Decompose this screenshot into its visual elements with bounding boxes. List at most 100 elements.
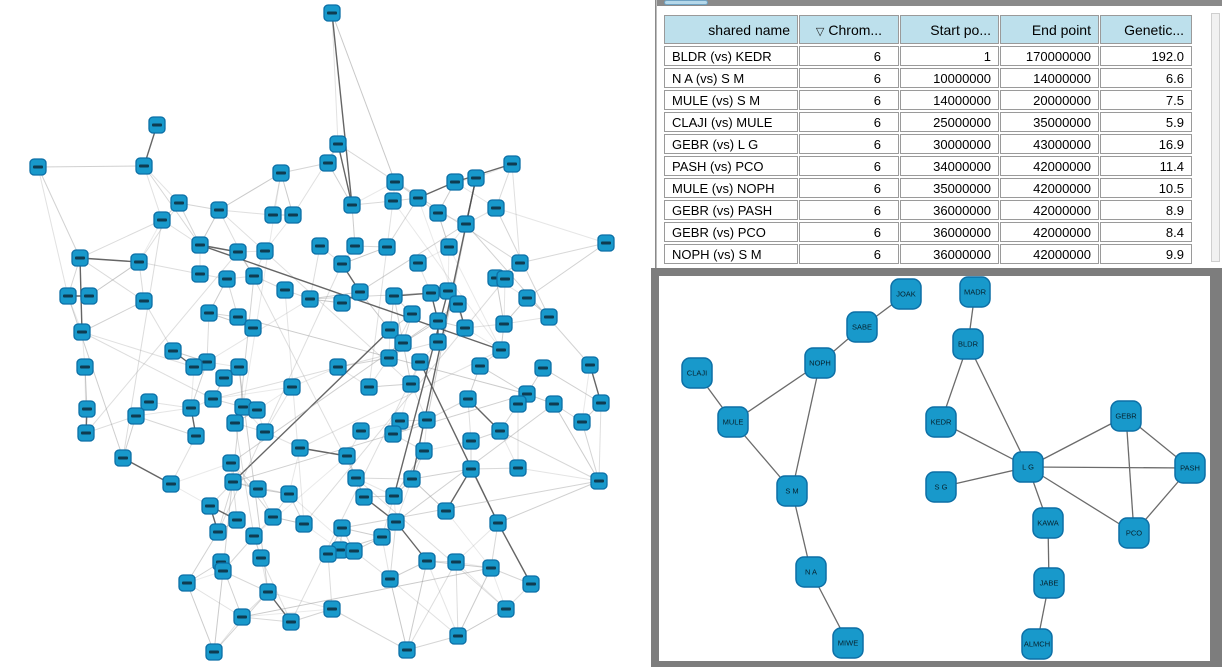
network-node[interactable] <box>249 480 267 498</box>
network-node[interactable] <box>127 407 145 425</box>
network-node[interactable] <box>29 158 47 176</box>
node-kedr[interactable]: KEDR <box>925 406 957 438</box>
edge-l-g-pash[interactable] <box>1027 466 1191 469</box>
network-node[interactable] <box>590 472 608 490</box>
table-row[interactable]: GEBR (vs) PASH 6 36000000 42000000 8.9 <box>664 200 1192 220</box>
network-node[interactable] <box>459 390 477 408</box>
network-node[interactable] <box>187 427 205 445</box>
table-row[interactable]: MULE (vs) S M 6 14000000 20000000 7.5 <box>664 90 1192 110</box>
network-node[interactable] <box>343 196 361 214</box>
network-node[interactable] <box>422 284 440 302</box>
network-node[interactable] <box>178 574 196 592</box>
network-node[interactable] <box>323 600 341 618</box>
network-node[interactable] <box>447 553 465 571</box>
network-node[interactable] <box>230 358 248 376</box>
network-node[interactable] <box>384 425 402 443</box>
network-node[interactable] <box>381 570 399 588</box>
table-scrollbar-track[interactable] <box>657 0 1222 6</box>
network-node[interactable] <box>495 315 513 333</box>
network-node[interactable] <box>411 353 429 371</box>
table-row[interactable]: N A (vs) S M 6 10000000 14000000 6.6 <box>664 68 1192 88</box>
network-node[interactable] <box>319 545 337 563</box>
network-node[interactable] <box>291 439 309 457</box>
network-node[interactable] <box>482 559 500 577</box>
network-node[interactable] <box>492 341 510 359</box>
node-pco[interactable]: PCO <box>1118 517 1150 549</box>
node-claji[interactable]: CLAJI <box>681 357 713 389</box>
network-node[interactable] <box>338 447 356 465</box>
node-almch[interactable]: ALMCH <box>1021 628 1053 660</box>
network-node[interactable] <box>77 424 95 442</box>
network-node[interactable] <box>540 308 558 326</box>
network-node[interactable] <box>73 323 91 341</box>
network-node[interactable] <box>264 508 282 526</box>
table-row[interactable]: CLAJI (vs) MULE 6 25000000 35000000 5.9 <box>664 112 1192 132</box>
network-node[interactable] <box>333 519 351 537</box>
network-node[interactable] <box>352 422 370 440</box>
network-node[interactable] <box>205 643 223 661</box>
network-node[interactable] <box>437 502 455 520</box>
network-node[interactable] <box>509 395 527 413</box>
network-node[interactable] <box>497 600 515 618</box>
network-node[interactable] <box>264 206 282 224</box>
col-header-chrom[interactable]: ▽ Chrom... <box>799 15 899 44</box>
network-node[interactable] <box>429 312 447 330</box>
network-node[interactable] <box>148 116 166 134</box>
network-node[interactable] <box>234 398 252 416</box>
network-node[interactable] <box>592 394 610 412</box>
network-node[interactable] <box>283 378 301 396</box>
network-node[interactable] <box>467 169 485 187</box>
network-node[interactable] <box>114 449 132 467</box>
col-header-shared-name[interactable]: shared name <box>664 15 798 44</box>
network-node[interactable] <box>224 473 242 491</box>
network-node[interactable] <box>209 523 227 541</box>
network-node[interactable] <box>78 400 96 418</box>
network-node[interactable] <box>228 511 246 529</box>
network-node[interactable] <box>385 487 403 505</box>
table-row[interactable]: NOPH (vs) S M 6 36000000 42000000 9.9 <box>664 244 1192 264</box>
network-node[interactable] <box>164 342 182 360</box>
network-node[interactable] <box>509 459 527 477</box>
network-node[interactable] <box>256 242 274 260</box>
network-node[interactable] <box>170 194 188 212</box>
table-row[interactable]: GEBR (vs) PCO 6 36000000 42000000 8.4 <box>664 222 1192 242</box>
node-mule[interactable]: MULE <box>717 406 749 438</box>
network-node[interactable] <box>487 199 505 217</box>
network-node[interactable] <box>333 255 351 273</box>
network-node[interactable] <box>329 135 347 153</box>
network-node[interactable] <box>409 189 427 207</box>
network-node[interactable] <box>518 289 536 307</box>
col-header-end-point[interactable]: End point <box>1000 15 1099 44</box>
node-pash[interactable]: PASH <box>1174 452 1206 484</box>
network-node[interactable] <box>218 270 236 288</box>
network-node[interactable] <box>214 562 232 580</box>
table-right-scrollbar-track[interactable] <box>1211 13 1220 262</box>
network-node[interactable] <box>446 173 464 191</box>
network-node[interactable] <box>284 206 302 224</box>
network-node[interactable] <box>229 308 247 326</box>
network-node[interactable] <box>462 460 480 478</box>
node-l-g[interactable]: L G <box>1012 451 1044 483</box>
node-miwe[interactable]: MIWE <box>832 627 864 659</box>
network-node[interactable] <box>162 475 180 493</box>
node-s-g[interactable]: S G <box>925 471 957 503</box>
network-node[interactable] <box>319 154 337 172</box>
network-node[interactable] <box>226 414 244 432</box>
network-node[interactable] <box>355 488 373 506</box>
network-node[interactable] <box>215 369 233 387</box>
network-node[interactable] <box>135 157 153 175</box>
network-node[interactable] <box>140 393 158 411</box>
network-node[interactable] <box>323 4 341 22</box>
table-row[interactable]: MULE (vs) NOPH 6 35000000 42000000 10.5 <box>664 178 1192 198</box>
network-node[interactable] <box>511 254 529 272</box>
node-jabe[interactable]: JABE <box>1033 567 1065 599</box>
network-node[interactable] <box>386 173 404 191</box>
node-bldr[interactable]: BLDR <box>952 328 984 360</box>
node-noph[interactable]: NOPH <box>804 347 836 379</box>
network-node[interactable] <box>403 470 421 488</box>
network-node[interactable] <box>545 395 563 413</box>
network-node[interactable] <box>185 358 203 376</box>
network-node[interactable] <box>346 237 364 255</box>
network-node[interactable] <box>449 295 467 313</box>
node-sabe[interactable]: SABE <box>846 311 878 343</box>
